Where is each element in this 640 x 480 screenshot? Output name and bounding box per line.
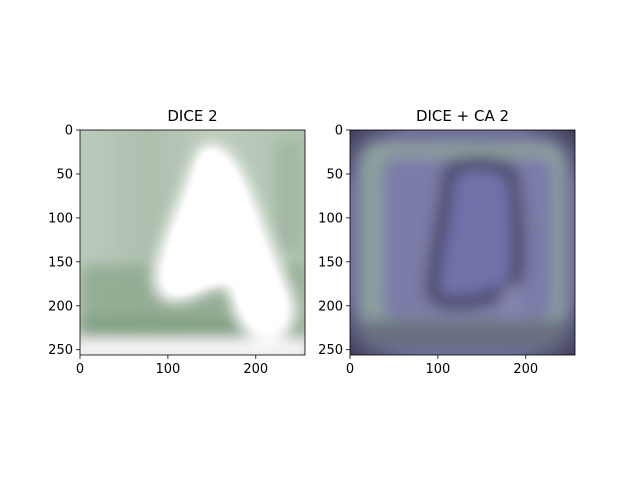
heatmap-image-dice-2 [80,130,305,355]
panel-dice-2: DICE 2 0 100 200 0 50 100 150 200 250 [48,107,306,378]
heatmap-image-dice-ca-2 [350,130,575,355]
y-tick-label: 200 [48,299,73,314]
y-tick-label: 200 [318,299,343,314]
x-tick-label: 0 [346,362,354,377]
axes-frame [79,129,306,356]
x-tick-label: 0 [76,362,84,377]
axis-ticks: 0 100 200 0 50 100 150 200 250 [318,124,538,378]
y-tick-label: 0 [65,124,73,139]
x-tick-label: 200 [243,362,268,377]
y-tick-label: 150 [48,255,73,270]
axes-frame [349,129,576,356]
axis-ticks: 0 100 200 0 50 100 150 200 250 [48,124,268,378]
y-tick-label: 150 [318,255,343,270]
x-tick-label: 200 [513,362,538,377]
y-tick-label: 100 [318,211,343,226]
y-tick-label: 0 [335,124,343,139]
y-tick-label: 100 [48,211,73,226]
chart-title: DICE 2 [167,107,217,125]
panel-dice-ca-2: DICE + CA 2 0 100 200 0 50 100 150 200 250 [318,107,576,378]
y-tick-label: 250 [318,343,343,358]
x-tick-label: 100 [155,362,180,377]
y-tick-label: 50 [326,167,343,182]
x-tick-label: 100 [425,362,450,377]
chart-title: DICE + CA 2 [416,107,509,125]
y-tick-label: 250 [48,343,73,358]
y-tick-label: 50 [56,167,73,182]
